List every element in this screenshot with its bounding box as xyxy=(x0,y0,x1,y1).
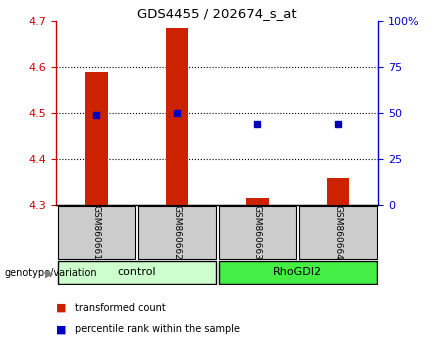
Text: control: control xyxy=(117,267,156,277)
Bar xyxy=(58,206,135,259)
Text: RhoGDI2: RhoGDI2 xyxy=(273,267,322,277)
Text: GSM860664: GSM860664 xyxy=(334,205,343,260)
Bar xyxy=(166,28,188,205)
Bar xyxy=(246,198,269,205)
Text: ▶: ▶ xyxy=(45,268,54,278)
Bar xyxy=(219,261,377,284)
Title: GDS4455 / 202674_s_at: GDS4455 / 202674_s_at xyxy=(137,7,297,20)
Text: ■: ■ xyxy=(56,303,66,313)
Text: GSM860662: GSM860662 xyxy=(172,205,181,260)
Text: genotype/variation: genotype/variation xyxy=(4,268,97,278)
Bar xyxy=(219,206,296,259)
Bar xyxy=(85,72,108,205)
Text: GSM860663: GSM860663 xyxy=(253,205,262,260)
Bar xyxy=(299,206,377,259)
Bar xyxy=(327,178,349,205)
Bar xyxy=(58,261,215,284)
Text: GSM860661: GSM860661 xyxy=(92,205,101,260)
Text: percentile rank within the sample: percentile rank within the sample xyxy=(75,324,240,334)
Text: transformed count: transformed count xyxy=(75,303,166,313)
Text: ■: ■ xyxy=(56,324,66,334)
Bar xyxy=(138,206,215,259)
